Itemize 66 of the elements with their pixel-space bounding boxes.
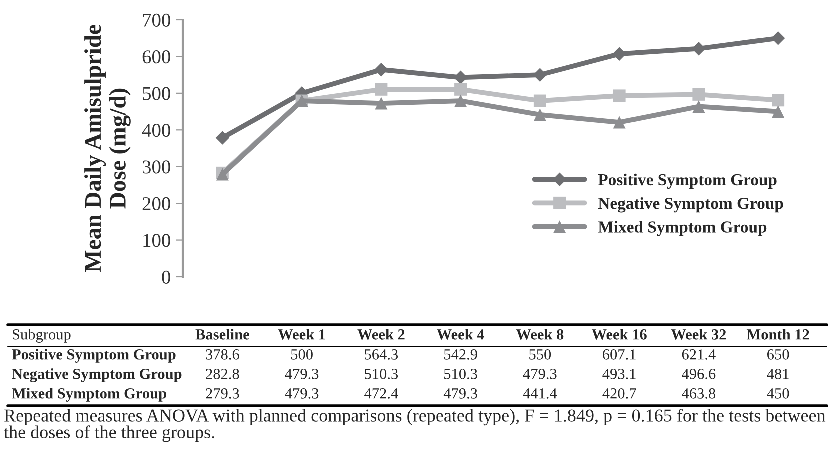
text: Negative Symptom Group xyxy=(12,368,182,382)
x-tick-label: Week 32 xyxy=(671,329,726,340)
y-tick-label: 500 xyxy=(143,87,170,100)
y-tick-label: 0 xyxy=(162,270,170,284)
point xyxy=(534,94,546,108)
data-label: 420.7 xyxy=(602,388,636,399)
point xyxy=(216,131,230,145)
data-label: 510.3 xyxy=(365,369,398,380)
y-tick-label: 200 xyxy=(142,197,170,211)
y-tick-label: 700 xyxy=(143,14,170,27)
legend-label: Negative Symptom Group xyxy=(598,197,784,213)
data-label: 496.6 xyxy=(682,369,716,380)
x-tick-label: Week 8 xyxy=(516,329,564,340)
point xyxy=(454,83,468,96)
data-label: 279.3 xyxy=(206,388,240,399)
point xyxy=(772,94,785,107)
text: Repeated measures ANOVA with planned comparisons (repeated type), F = 1.849, p = 0.165 for the tests between the doses of the three groups. xyxy=(4,409,826,442)
point xyxy=(454,94,468,108)
data-label: 500 xyxy=(291,350,313,360)
data-label: 493.1 xyxy=(602,369,636,380)
data-label: 564.3 xyxy=(365,350,398,360)
point xyxy=(534,108,546,122)
data-label: 282.8 xyxy=(206,369,240,380)
data-label: 441.4 xyxy=(523,388,558,399)
data-label: 378.6 xyxy=(206,350,240,360)
point xyxy=(374,62,388,77)
data-label: 472.4 xyxy=(364,388,398,399)
x-axis-title: Subgroup xyxy=(13,329,71,343)
y-tick-label: 100 xyxy=(144,234,170,248)
text: Positive Symptom Group xyxy=(12,349,176,363)
x-tick-label: Baseline xyxy=(196,329,250,340)
point xyxy=(613,116,626,129)
data-label: 463.8 xyxy=(682,388,716,399)
x-tick-label: Week 4 xyxy=(437,329,485,340)
data-label: 650 xyxy=(768,350,790,360)
x-tick-label: Week 1 xyxy=(278,329,326,340)
legend-label: Positive Symptom Group xyxy=(598,174,777,190)
data-label: 621.4 xyxy=(682,350,716,360)
x-tick-label: Week 16 xyxy=(592,329,647,340)
text: Mixed Symptom Group xyxy=(12,388,166,402)
y-tick-label: 600 xyxy=(142,50,170,64)
data-label: 479.3 xyxy=(285,388,319,399)
point xyxy=(375,97,388,110)
point xyxy=(771,31,786,46)
data-label: 479.3 xyxy=(444,388,478,399)
y-tick-label: 300 xyxy=(142,160,170,174)
legend-label: Mixed Symptom Group xyxy=(598,221,767,236)
data-label: 542.9 xyxy=(444,350,478,360)
data-label: 550 xyxy=(530,350,552,360)
data-label: 479.3 xyxy=(285,369,319,380)
point xyxy=(772,106,785,118)
data-label: 481 xyxy=(767,369,789,380)
x-tick-label: Month 12 xyxy=(746,329,810,340)
data-label: 479.3 xyxy=(523,369,557,380)
data-label: 450 xyxy=(767,388,790,399)
data-label: 510.3 xyxy=(444,369,478,380)
point xyxy=(692,88,706,101)
data-label: 607.1 xyxy=(603,350,636,360)
point xyxy=(375,83,388,96)
point xyxy=(692,100,706,113)
y-axis-title: Mean Daily Amisulpride Dose (mg/d) xyxy=(84,25,131,272)
x-tick-label: Week 2 xyxy=(358,329,405,340)
point xyxy=(613,90,626,102)
y-tick-label: 400 xyxy=(142,124,170,138)
point xyxy=(692,42,706,56)
point xyxy=(612,47,626,61)
